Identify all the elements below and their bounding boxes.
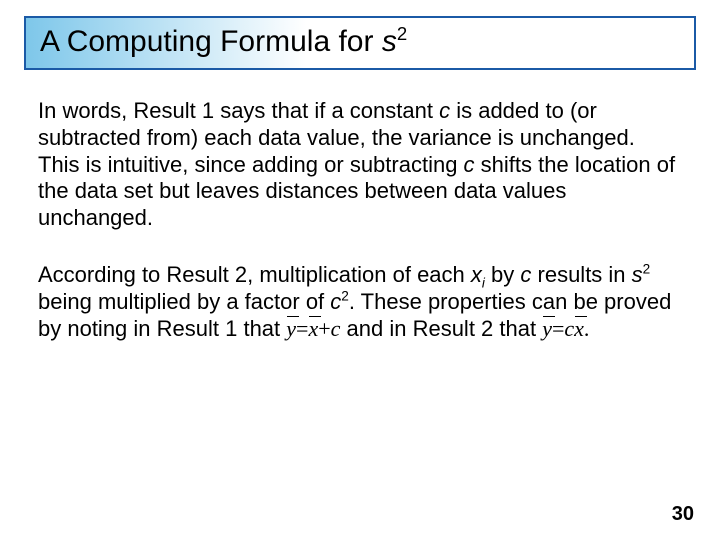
eq1-xbar: x: [308, 318, 318, 340]
eq1-mid: =: [296, 318, 308, 340]
title-pre: A Computing Formula for: [40, 25, 382, 58]
p2-c2-exp: 2: [341, 289, 349, 304]
eq2-mid: =: [552, 318, 564, 340]
p2-t1: According to Result 2, multiplication of…: [38, 262, 471, 287]
eq1-x: x: [308, 316, 318, 341]
title-box: A Computing Formula for s2: [24, 16, 696, 70]
paragraph-1: In words, Result 1 says that if a consta…: [38, 98, 682, 232]
p2-c2-base: c: [330, 289, 341, 314]
eq1-plus: +: [318, 318, 330, 340]
title-var: s: [382, 25, 397, 58]
eq2-xbar: x: [574, 318, 584, 340]
eq1-c: c: [331, 318, 341, 340]
p2-s2-exp: 2: [643, 262, 651, 277]
p2-t2: by: [485, 262, 520, 287]
p2-s2-base: s: [632, 262, 643, 287]
eq2-y: y: [542, 316, 552, 341]
title-exp: 2: [397, 23, 407, 44]
slide-title: A Computing Formula for s2: [40, 25, 680, 59]
p1-c1: c: [439, 98, 450, 123]
p2-t4: being multiplied by a factor of: [38, 289, 330, 314]
body: In words, Result 1 says that if a consta…: [24, 98, 696, 343]
eq2-x: x: [574, 316, 584, 341]
eq2-ybar: y: [542, 318, 552, 340]
p2-c1: c: [520, 262, 531, 287]
page-number: 30: [672, 503, 694, 526]
p2-t6: and in Result 2 that: [340, 316, 542, 341]
p1-t1: In words, Result 1 says that if a consta…: [38, 98, 439, 123]
eq2-dot: .: [584, 318, 590, 340]
paragraph-2: According to Result 2, multiplication of…: [38, 262, 682, 342]
eq1-y: y: [286, 316, 296, 341]
slide: A Computing Formula for s2 In words, Res…: [0, 0, 720, 540]
eq1-ybar: y: [286, 318, 296, 340]
eq2-c: c: [564, 318, 574, 340]
p2-t3: results in: [531, 262, 631, 287]
p2-xi-base: x: [471, 262, 482, 287]
p1-c2: c: [464, 152, 475, 177]
